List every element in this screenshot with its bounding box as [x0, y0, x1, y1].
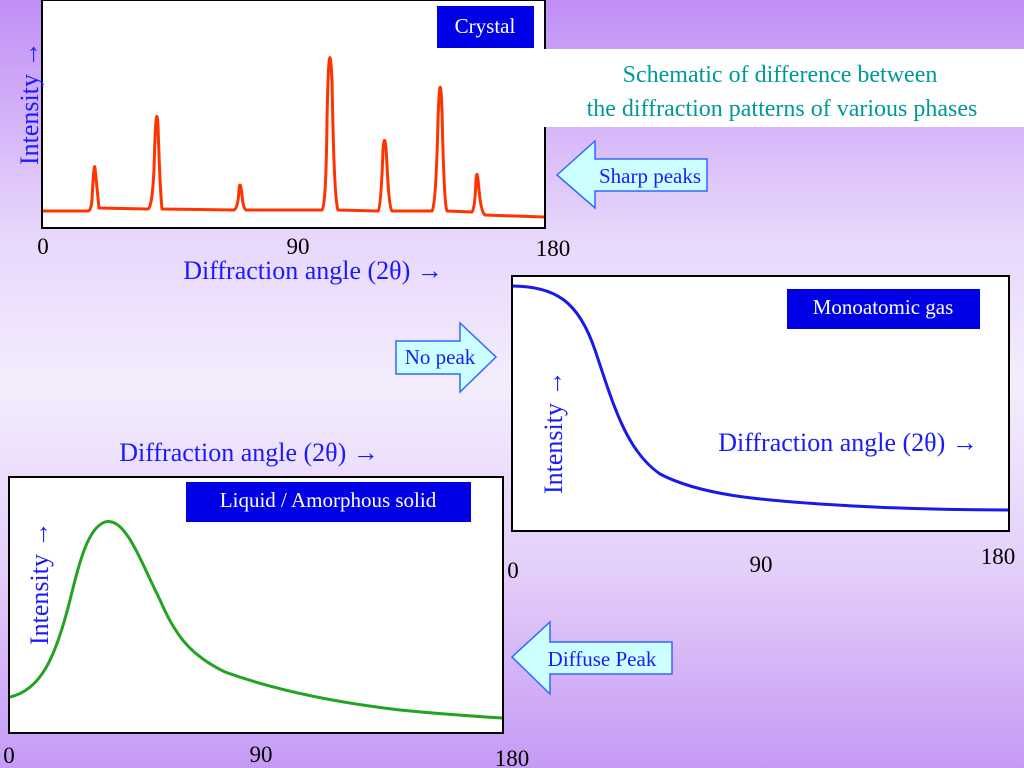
gas-badge-label: Monoatomic gas — [813, 295, 954, 319]
liquid-diffuse-peak-curve — [9, 520, 503, 720]
gas-tick-90: 90 — [750, 552, 773, 577]
gas-y-axis-label: Intensity → — [539, 371, 568, 495]
liquid-tick-0: 0 — [3, 743, 15, 768]
crystal-y-axis-label: Intensity → — [15, 42, 44, 166]
caption-line-2: the diffraction patterns of various phas… — [587, 96, 978, 122]
crystal-tick-180: 180 — [536, 236, 571, 261]
sharp-peaks-arrow — [555, 139, 708, 210]
gas-badge — [787, 289, 980, 329]
crystal-tick-0: 0 — [37, 234, 49, 259]
crystal-badge — [437, 6, 534, 48]
gas-x-axis-label: Diffraction angle (2θ) → — [718, 428, 978, 457]
sharp-peaks-arrow-label: Sharp peaks — [599, 164, 701, 188]
caption-line-1: Schematic of difference between — [623, 62, 938, 88]
no-peak-arrow-label: No peak — [405, 345, 476, 369]
gas-no-peak-curve — [512, 284, 1009, 512]
liquid-x-axis-label: Diffraction angle (2θ) → — [119, 438, 379, 467]
gas-tick-180: 180 — [981, 544, 1016, 569]
gas-tick-0: 0 — [507, 558, 519, 583]
caption-box — [542, 49, 1024, 127]
liquid-y-axis-label: Intensity → — [25, 522, 54, 646]
liquid-badge-label: Liquid / Amorphous solid — [220, 488, 437, 512]
diffuse-peak-arrow — [510, 620, 673, 696]
liquid-tick-180: 180 — [495, 746, 530, 768]
no-peak-arrow — [395, 321, 498, 394]
liquid-tick-90: 90 — [250, 742, 273, 767]
crystal-x-axis-label: Diffraction angle (2θ) → — [183, 256, 443, 285]
crystal-tick-90: 90 — [287, 234, 310, 259]
liquid-badge — [186, 482, 471, 522]
crystal-sharp-peaks-curve — [43, 56, 545, 219]
crystal-badge-label: Crystal — [455, 14, 516, 38]
diffuse-peak-arrow-label: Diffuse Peak — [548, 647, 657, 671]
